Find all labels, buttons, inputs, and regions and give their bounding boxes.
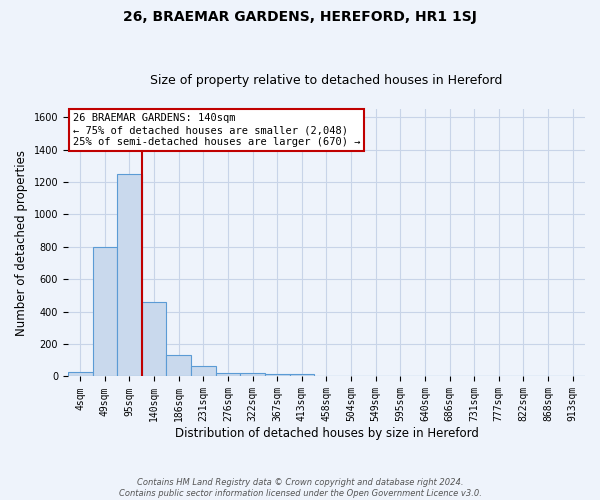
Bar [240, 373, 265, 376]
Text: Contains HM Land Registry data © Crown copyright and database right 2024.
Contai: Contains HM Land Registry data © Crown c… [119, 478, 481, 498]
Bar [142, 302, 166, 376]
Bar [290, 374, 314, 376]
X-axis label: Distribution of detached houses by size in Hereford: Distribution of detached houses by size … [175, 427, 478, 440]
Y-axis label: Number of detached properties: Number of detached properties [15, 150, 28, 336]
Bar [265, 374, 290, 376]
Bar [68, 372, 92, 376]
Bar [117, 174, 142, 376]
Text: 26, BRAEMAR GARDENS, HEREFORD, HR1 1SJ: 26, BRAEMAR GARDENS, HEREFORD, HR1 1SJ [123, 10, 477, 24]
Bar [166, 356, 191, 376]
Bar [191, 366, 215, 376]
Bar [215, 373, 240, 376]
Title: Size of property relative to detached houses in Hereford: Size of property relative to detached ho… [150, 74, 503, 87]
Bar [92, 247, 117, 376]
Text: 26 BRAEMAR GARDENS: 140sqm
← 75% of detached houses are smaller (2,048)
25% of s: 26 BRAEMAR GARDENS: 140sqm ← 75% of deta… [73, 114, 361, 146]
